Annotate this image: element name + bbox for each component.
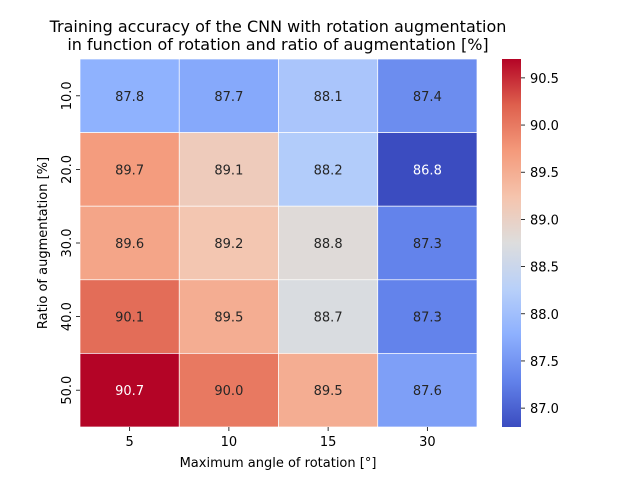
heatmap-cell <box>278 279 379 354</box>
cell-value-label: 90.7 <box>115 384 144 399</box>
heatmap-cell <box>377 205 478 281</box>
y-tick-label: 30.0 <box>60 229 75 258</box>
heatmap-cell <box>278 353 379 428</box>
heatmap-cell <box>377 353 478 428</box>
y-axis-label: Ratio of augmentation [%] <box>36 157 51 329</box>
colorbar-tick-label: 90.0 <box>530 119 559 134</box>
cell-value-label: 87.8 <box>115 90 144 105</box>
cell-value-label: 88.7 <box>314 311 343 326</box>
y-axis-ticks: 10.0 20.0 30.0 40.0 50.0 <box>60 81 80 405</box>
heatmap-cell <box>178 132 279 207</box>
cell-value-label: 89.5 <box>314 384 343 399</box>
cell-value-label: 87.7 <box>214 90 243 105</box>
heatmap-cell <box>79 132 180 207</box>
colorbar-tick-label: 89.0 <box>530 213 559 228</box>
x-tick-label: 15 <box>320 435 337 450</box>
y-tick-label: 50.0 <box>60 376 75 405</box>
heatmap-cell <box>178 279 279 354</box>
cell-value-label: 87.4 <box>413 90 442 105</box>
x-axis-ticks: 5 10 15 30 <box>125 427 436 450</box>
cell-value-label: 89.1 <box>214 163 243 178</box>
colorbar-ticks: 87.0 87.5 88.0 88.5 89.0 89.5 90.0 90.5 <box>521 72 559 417</box>
y-tick-label: 40.0 <box>60 302 75 331</box>
cell-value-label: 87.3 <box>413 311 442 326</box>
cell-value-label: 87.6 <box>413 384 442 399</box>
colorbar <box>502 59 521 427</box>
y-tick-label: 10.0 <box>60 81 75 110</box>
heatmap-cell <box>178 58 279 133</box>
colorbar-tick-label: 87.5 <box>530 355 559 370</box>
cell-value-label: 86.8 <box>413 163 442 178</box>
cell-value-label: 90.1 <box>115 311 144 326</box>
heatmap-cell <box>278 58 379 133</box>
x-tick-label: 10 <box>221 435 238 450</box>
heatmap-cell <box>178 205 279 281</box>
cell-value-label: 89.5 <box>214 311 243 326</box>
colorbar-tick-label: 89.5 <box>530 166 559 181</box>
cell-value-label: 87.3 <box>413 237 442 252</box>
cell-value-label: 90.0 <box>214 384 243 399</box>
chart-title-line1: Training accuracy of the CNN with rotati… <box>49 17 507 36</box>
cell-value-label: 89.6 <box>115 237 144 252</box>
colorbar-tick-label: 90.5 <box>530 72 559 87</box>
x-axis-label: Maximum angle of rotation [°] <box>180 456 377 471</box>
cell-value-label: 89.2 <box>214 237 243 252</box>
heatmap-cell <box>178 353 279 428</box>
heatmap-cell <box>79 279 180 354</box>
heatmap-cell <box>79 353 180 428</box>
heatmap-cell <box>377 132 478 207</box>
colorbar-tick-label: 88.0 <box>530 308 559 323</box>
x-tick-label: 30 <box>419 435 436 450</box>
y-tick-label: 20.0 <box>60 155 75 184</box>
cell-value-label: 88.8 <box>314 237 343 252</box>
heatmap-cell <box>377 58 478 133</box>
cell-value-label: 89.7 <box>115 163 144 178</box>
heatmap-cells: 87.8 87.7 88.1 87.4 89.7 89.1 88.2 86.8 89.6 89.2… <box>79 58 478 428</box>
colorbar-tick-label: 88.5 <box>530 261 559 276</box>
heatmap-cell <box>377 279 478 354</box>
heatmap-cell <box>79 58 180 133</box>
chart-title-line2: in function of rotation and ratio of aug… <box>67 35 488 54</box>
x-tick-label: 5 <box>125 435 133 450</box>
colorbar-tick-label: 87.0 <box>530 402 559 417</box>
cell-value-label: 88.2 <box>314 163 343 178</box>
cell-value-label: 88.1 <box>314 90 343 105</box>
